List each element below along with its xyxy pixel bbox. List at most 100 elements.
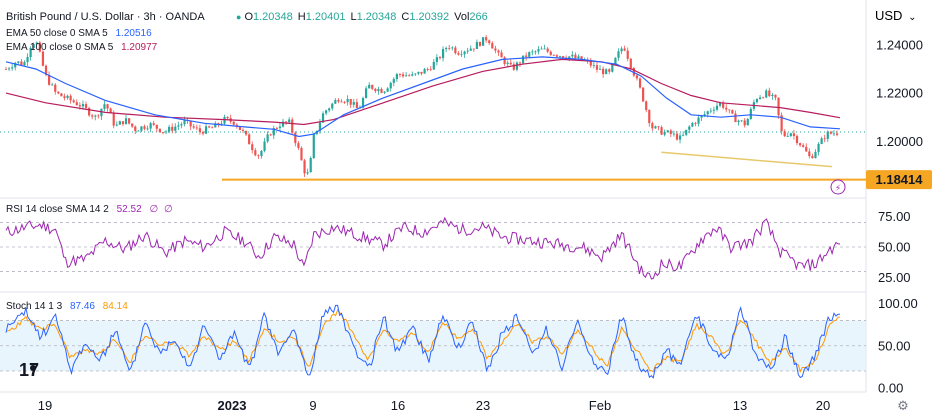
candle-body (91, 115, 94, 117)
candle (497, 49, 500, 56)
candle-body (795, 135, 799, 144)
candle (23, 60, 26, 66)
candle-body (485, 37, 488, 41)
candle-body (355, 102, 358, 108)
candle-body (491, 43, 494, 49)
candle-body (589, 60, 592, 66)
ema50-legend[interactable]: EMA 50 close 0 SMA 5 1.20516 (6, 28, 152, 39)
candle-body (109, 108, 112, 114)
candle-body (478, 42, 482, 46)
candles (4, 34, 839, 177)
candle (571, 51, 574, 58)
candle-body (377, 88, 380, 92)
candle (811, 153, 814, 159)
candle-body (232, 121, 235, 125)
symbol-title[interactable]: British Pound / U.S. Dollar · 3h · OANDA (6, 11, 205, 23)
candle (417, 71, 420, 76)
candle (669, 128, 672, 138)
candle (506, 60, 509, 67)
candle-body (660, 127, 663, 135)
candle-body (346, 98, 349, 103)
candle-body (328, 108, 331, 111)
tradingview-logo[interactable]: 17 (19, 360, 39, 380)
candle-body (623, 48, 626, 51)
candle (226, 116, 229, 120)
gear-icon[interactable]: ⚙ (897, 398, 909, 413)
candle-body (337, 100, 340, 102)
candle (537, 45, 540, 55)
candle-body (620, 48, 623, 52)
candle-body (29, 47, 32, 58)
candle-body (626, 50, 629, 59)
candle-body (432, 61, 435, 70)
currency-selector[interactable]: USD ⌄ (875, 8, 916, 23)
rsi-legend[interactable]: RSI 14 close SMA 14 2 52.52 ∅ ∅ (6, 204, 173, 215)
price-axis[interactable]: 1.24000 1.22000 1.20000 (876, 37, 923, 148)
candle (51, 82, 54, 86)
stoch-guides (0, 320, 866, 372)
trend-line[interactable] (661, 151, 833, 168)
candle (405, 72, 408, 77)
candle-body (531, 51, 534, 53)
candle-body (140, 126, 143, 131)
stoch-legend[interactable]: Stoch 14 1 3 87.46 84.14 (6, 301, 128, 312)
candle (774, 94, 777, 101)
candle (377, 86, 380, 95)
candle (525, 52, 528, 61)
candle-body (324, 110, 328, 114)
ema100-legend[interactable]: EMA 100 close 0 SMA 5 1.20977 (6, 42, 158, 53)
candle-body (75, 102, 78, 106)
candle (709, 107, 712, 114)
candle-body (297, 143, 300, 148)
candle (38, 40, 41, 53)
candle-body (192, 126, 195, 128)
candle-body (525, 55, 528, 57)
candle (543, 44, 546, 50)
candle (303, 158, 306, 177)
candle (146, 125, 149, 131)
candle (195, 124, 198, 131)
candle-body (44, 65, 48, 75)
candle-body (706, 111, 709, 115)
candle-body (512, 64, 515, 70)
candle (20, 58, 23, 66)
candle-body (281, 121, 285, 127)
candle-body (435, 57, 438, 62)
candle-body (106, 104, 109, 109)
stoch-axis[interactable]: 100.00 50.00 0.00 (878, 296, 918, 395)
ema100-label: EMA 100 close 0 SMA 5 (6, 42, 114, 53)
candle-body (248, 134, 251, 145)
candle-body (457, 53, 460, 55)
candle-body (368, 84, 371, 89)
candle (481, 37, 485, 46)
candle (789, 132, 792, 138)
candle-body (349, 98, 352, 105)
candle-body (675, 133, 679, 140)
candle (592, 61, 595, 69)
candle (682, 131, 685, 137)
candle-body (47, 74, 51, 85)
time-axis[interactable]: 19 2023 9 16 23 Feb 13 20 (38, 398, 830, 413)
candle (798, 142, 802, 148)
candle (722, 100, 725, 110)
ema50-value: 1.20516 (116, 28, 153, 39)
candle-body (11, 67, 14, 69)
candle (485, 34, 488, 43)
ohlc-value-H: 1.20401 (306, 11, 346, 23)
candle (128, 118, 131, 125)
candle-body (792, 133, 796, 136)
candle-body (389, 82, 392, 89)
bolt-icon[interactable] (830, 179, 846, 195)
candle-body (678, 135, 682, 140)
candle-body (451, 47, 454, 49)
candle-body (798, 143, 802, 146)
candle-body (712, 109, 716, 111)
rsi-axis[interactable]: 75.00 50.00 25.00 (878, 209, 911, 285)
candle (177, 121, 180, 131)
candle-body (611, 64, 614, 72)
candle (509, 59, 512, 66)
candle-body (161, 132, 165, 133)
candle-body (835, 133, 839, 135)
candle-body (263, 141, 266, 151)
